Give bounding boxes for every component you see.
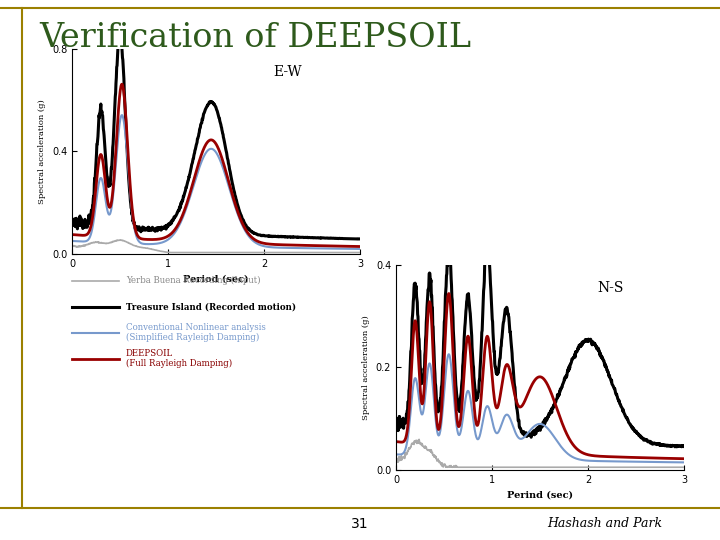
Text: Verification of DEEPSOIL: Verification of DEEPSOIL (40, 22, 472, 53)
Text: Hashash and Park: Hashash and Park (547, 517, 662, 530)
Text: E-W: E-W (274, 65, 302, 79)
X-axis label: Perind (sec): Perind (sec) (507, 490, 573, 499)
Y-axis label: Spectral acceleration (g): Spectral acceleration (g) (362, 315, 370, 420)
Text: N-S: N-S (598, 281, 624, 295)
Text: 31: 31 (351, 517, 369, 531)
Text: Conventional Nonlinear analysis
(Simplified Rayleigh Damping): Conventional Nonlinear analysis (Simplif… (126, 323, 266, 342)
Text: Treasure Island (Recorded motion): Treasure Island (Recorded motion) (126, 302, 296, 311)
X-axis label: Period (sec): Period (sec) (184, 274, 248, 283)
Y-axis label: Spectral acceleration (g): Spectral acceleration (g) (38, 99, 46, 204)
Text: DEEPSOIL
(Full Rayleigh Damping): DEEPSOIL (Full Rayleigh Damping) (126, 349, 233, 368)
Text: Yerba Buena Recording (Input): Yerba Buena Recording (Input) (126, 276, 261, 285)
